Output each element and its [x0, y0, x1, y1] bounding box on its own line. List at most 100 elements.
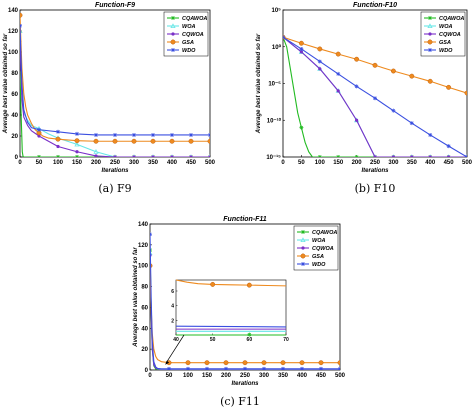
- y-tick-label: 40: [141, 326, 148, 332]
- legend-label: WDO: [182, 48, 196, 54]
- series-marker-cqwoa: [208, 155, 210, 157]
- series-group: [283, 34, 467, 157]
- legend: CQAWOA WOA CQWOA GSA WDO: [293, 225, 339, 271]
- inset-x-tick-label: 60: [247, 337, 253, 343]
- series-marker-gsa: [169, 138, 175, 144]
- x-tick-label: 500: [462, 160, 473, 166]
- series-marker-wdo: [224, 366, 228, 370]
- series-marker-gsa: [112, 138, 118, 144]
- x-tick-label: 500: [335, 373, 346, 379]
- y-tick-label: 100: [8, 50, 19, 56]
- series-marker-wdo: [150, 232, 152, 237]
- series-marker-cqwoa: [75, 150, 79, 154]
- x-tick-label: 200: [221, 373, 232, 379]
- series-marker-cqawoa: [56, 155, 60, 157]
- series-marker-wdo: [205, 366, 209, 370]
- chart-title: Function-F10: [353, 2, 397, 9]
- series-marker-gsa: [207, 138, 210, 144]
- series-marker-gsa: [335, 51, 341, 57]
- series-marker-wdo: [446, 144, 451, 149]
- series-marker-gsa: [185, 360, 191, 366]
- series-marker-gsa: [317, 46, 323, 52]
- inset-y-tick-label: 4: [171, 304, 174, 310]
- y-tick-label: 140: [138, 222, 149, 228]
- series-marker-gsa: [188, 138, 194, 144]
- x-tick-label: 300: [259, 373, 270, 379]
- series-group: [20, 12, 210, 157]
- y-tick-label: 20: [141, 347, 148, 353]
- legend-marker: [427, 23, 433, 28]
- y-tick-label: 140: [8, 8, 19, 14]
- x-tick-label: 350: [148, 160, 159, 166]
- x-tick-label: 300: [129, 160, 140, 166]
- series-marker-cqwoa: [428, 155, 432, 157]
- inset-series-marker-gsa: [210, 281, 216, 287]
- y-axis-label: Average best value obtained so far: [256, 33, 262, 134]
- series-marker-gsa: [409, 73, 415, 79]
- legend-marker: [300, 253, 306, 259]
- series-marker-wdo: [465, 155, 467, 157]
- series-marker-wdo: [208, 132, 210, 137]
- x-tick-label: 150: [333, 160, 344, 166]
- x-tick-label: 450: [316, 373, 327, 379]
- series-marker-wdo: [281, 366, 285, 370]
- y-tick-label: 10⁵: [272, 8, 282, 14]
- y-tick-label: 100: [138, 264, 149, 270]
- legend-label: WOA: [182, 24, 195, 30]
- inset-series-line-gsa: [175, 279, 287, 287]
- x-tick-label: 100: [315, 160, 326, 166]
- series-line-cqwoa: [20, 41, 210, 157]
- y-tick-label: 80: [141, 285, 148, 291]
- series-marker-wdo: [299, 46, 304, 51]
- series-marker-gsa: [298, 40, 304, 46]
- series-marker-cqwoa: [373, 155, 377, 157]
- legend-label: GSA: [439, 40, 451, 46]
- x-tick-label: 350: [278, 373, 289, 379]
- x-tick-label: 100: [53, 160, 64, 166]
- chart-title: Function-F9: [95, 2, 135, 9]
- legend-marker: [300, 237, 306, 242]
- series-line-cqawoa: [20, 72, 210, 157]
- legend-marker: [428, 32, 432, 36]
- series-marker-wdo: [300, 366, 304, 370]
- legend-label: WDO: [312, 262, 326, 268]
- x-tick-label: 200: [352, 160, 363, 166]
- y-tick-label: 0: [145, 368, 149, 374]
- x-axis-label: Iterations: [231, 381, 259, 387]
- inset-pointer-arrow: [165, 334, 185, 363]
- series-marker-wdo: [189, 132, 193, 137]
- x-tick-label: 50: [166, 373, 173, 379]
- series-marker-cqwoa: [410, 155, 414, 157]
- series-marker-cqawoa: [317, 155, 322, 157]
- legend-label: GSA: [182, 40, 194, 46]
- series-marker-wdo: [409, 121, 414, 126]
- series-marker-cqwoa: [355, 118, 359, 122]
- legend-label: CQWOA: [182, 32, 204, 38]
- x-tick-label: 200: [91, 160, 102, 166]
- chart-f9: Function-F90 50 100 150 200 250 300 350 400 450 50…: [3, 2, 216, 195]
- inset-y-tick-label: 2: [171, 318, 174, 324]
- series-marker-cqwoa: [447, 155, 451, 157]
- y-axis-label: Average best value obtained so far: [3, 33, 9, 134]
- x-tick-label: 450: [444, 160, 455, 166]
- series-marker-gsa: [280, 360, 286, 366]
- legend: CQAWOA WOA CQWOA GSA WDO: [420, 11, 466, 57]
- x-axis-label: Iterations: [361, 168, 389, 174]
- series-marker-gsa: [131, 138, 137, 144]
- series-marker-cqwoa: [37, 134, 41, 138]
- legend: CQAWOA WOA CQWOA GSA WDO: [163, 11, 209, 57]
- inset-arrow-head: [165, 360, 170, 365]
- series-marker-wdo: [56, 129, 60, 134]
- x-tick-label: 50: [298, 160, 305, 166]
- x-tick-label: 100: [183, 373, 194, 379]
- legend-marker: [428, 48, 432, 52]
- x-tick-label: 0: [148, 373, 152, 379]
- y-axis-label: Average best value obtained so far: [133, 247, 139, 348]
- x-tick-label: 400: [297, 373, 308, 379]
- series-marker-wdo: [283, 35, 285, 40]
- series-marker-gsa: [55, 136, 61, 142]
- series-marker-cqwoa: [189, 155, 193, 157]
- legend-marker: [171, 16, 175, 20]
- series-marker-wdo: [428, 132, 433, 137]
